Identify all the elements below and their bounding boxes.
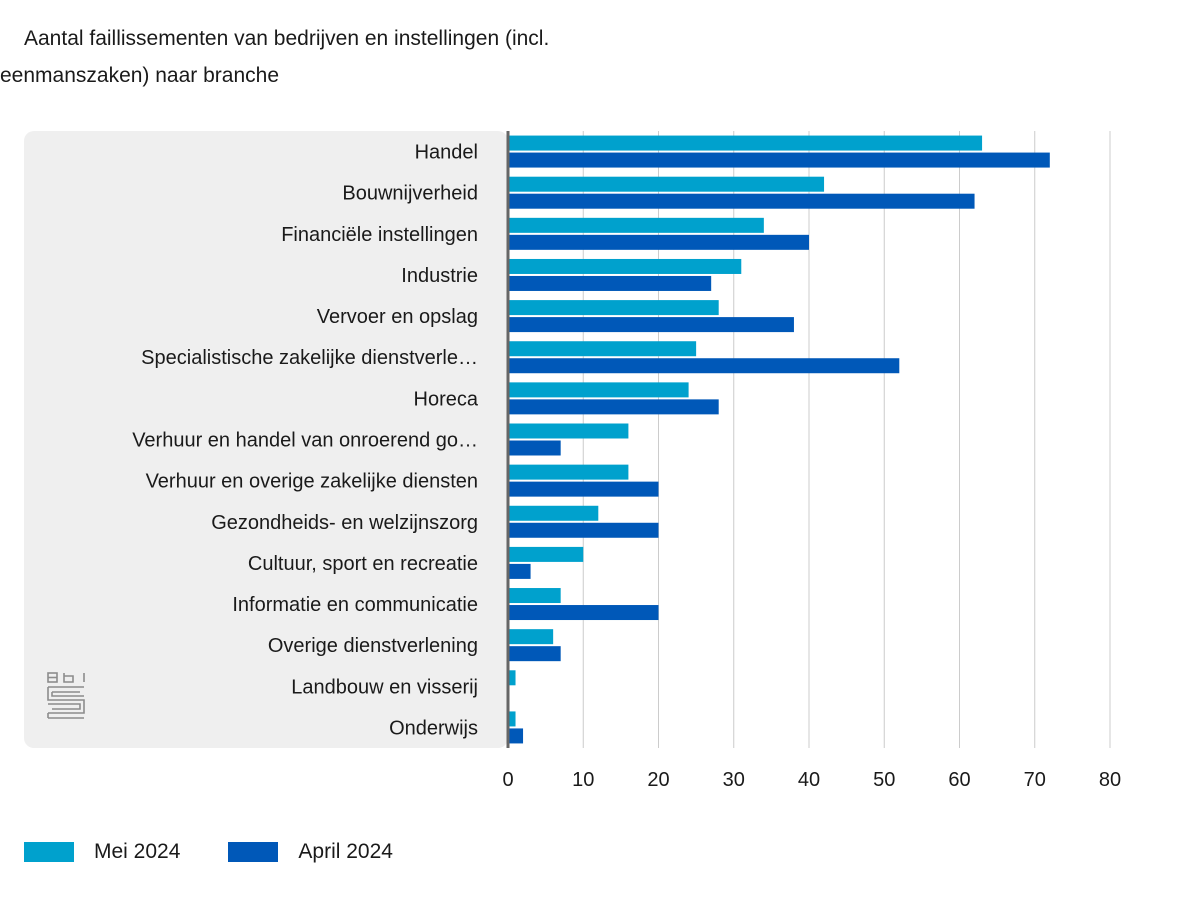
bar-mei-2024[interactable] [508, 670, 516, 686]
category-label: Horeca [414, 388, 479, 410]
x-tick-label: 20 [647, 769, 669, 791]
bar-april-2024[interactable] [508, 399, 719, 415]
x-tick-label: 40 [798, 769, 820, 791]
category-label: Onderwijs [389, 717, 478, 739]
bar-mei-2024[interactable] [508, 423, 629, 439]
x-tick-label: 70 [1024, 769, 1046, 791]
legend-swatch-mei [24, 842, 74, 862]
x-tick-label: 50 [873, 769, 895, 791]
bar-mei-2024[interactable] [508, 176, 825, 192]
bar-april-2024[interactable] [508, 440, 561, 456]
legend-swatch-april [228, 842, 279, 862]
bar-april-2024[interactable] [508, 646, 561, 662]
category-label: Verhuur en handel van onroerend go… [132, 430, 478, 452]
bar-april-2024[interactable] [508, 481, 659, 497]
x-tick-label: 30 [723, 769, 745, 791]
bar-mei-2024[interactable] [508, 546, 584, 562]
bar-mei-2024[interactable] [508, 258, 742, 274]
bar-mei-2024[interactable] [508, 711, 516, 727]
bar-mei-2024[interactable] [508, 629, 554, 645]
category-label: Financiële instellingen [281, 224, 478, 246]
gridlines [582, 131, 1111, 748]
bar-april-2024[interactable] [508, 358, 900, 374]
category-label: Landbouw en visserij [291, 676, 478, 698]
chart-title: Aantal faillissementen van bedrijven en … [0, 27, 550, 87]
bar-mei-2024[interactable] [508, 505, 599, 521]
x-tick-label: 60 [948, 769, 970, 791]
bar-april-2024[interactable] [508, 605, 659, 621]
x-tick-labels: 0 10 20 30 40 50 60 70 80 [502, 769, 1121, 791]
bar-april-2024[interactable] [508, 728, 524, 744]
category-labels: Handel Bouwnijverheid Financiële instellin… [132, 142, 479, 740]
bar-april-2024[interactable] [508, 522, 659, 538]
bar-april-2024[interactable] [508, 563, 531, 579]
category-label: Vervoer en opslag [317, 306, 478, 328]
bar-mei-2024[interactable] [508, 135, 983, 151]
bar-april-2024[interactable] [508, 234, 809, 250]
bar-mei-2024[interactable] [508, 464, 629, 480]
category-label: Gezondheids- en welzijnszorg [211, 512, 478, 534]
legend-label-mei: Mei 2024 [94, 840, 181, 863]
category-label: Cultuur, sport en recreatie [248, 553, 478, 575]
legend: Mei 2024 April 2024 [24, 840, 441, 864]
category-label: Specialistische zakelijke dienstverle… [141, 347, 478, 369]
x-tick-label: 10 [572, 769, 594, 791]
legend-label-april: April 2024 [298, 840, 393, 863]
category-label: Bouwnijverheid [342, 183, 478, 205]
category-label: Verhuur en overige zakelijke diensten [146, 471, 478, 493]
category-label: Industrie [401, 265, 478, 287]
bar-mei-2024[interactable] [508, 382, 689, 398]
bar-april-2024[interactable] [508, 275, 712, 291]
x-tick-label: 0 [502, 769, 513, 791]
bar-mei-2024[interactable] [508, 588, 561, 604]
bar-april-2024[interactable] [508, 317, 794, 333]
legend-item-april[interactable]: April 2024 [228, 840, 393, 864]
bar-mei-2024[interactable] [508, 217, 764, 233]
bar-mei-2024[interactable] [508, 341, 697, 357]
category-panel [24, 131, 508, 748]
bar-mei-2024[interactable] [508, 300, 719, 316]
bar-april-2024[interactable] [508, 152, 1050, 168]
cbs-logo-icon [47, 672, 85, 719]
bar-april-2024[interactable] [508, 193, 975, 209]
category-label: Handel [415, 142, 478, 164]
x-tick-label: 80 [1099, 769, 1121, 791]
category-label: Informatie en communicatie [232, 594, 478, 616]
bars [508, 135, 1050, 744]
category-label: Overige dienstverlening [268, 635, 478, 657]
legend-item-mei[interactable]: Mei 2024 [24, 840, 180, 864]
